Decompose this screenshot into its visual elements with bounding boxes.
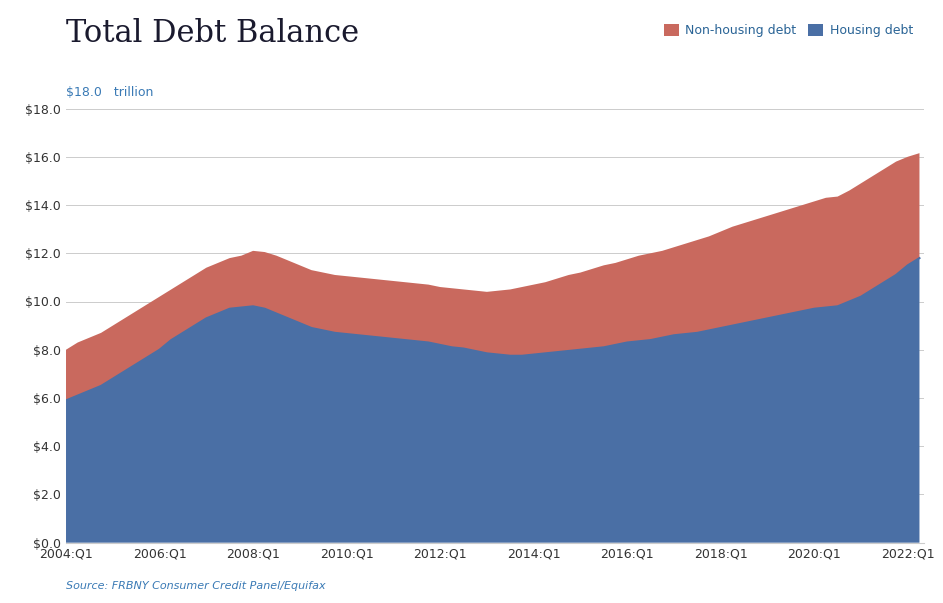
- Text: Total Debt Balance: Total Debt Balance: [66, 18, 359, 49]
- Legend: Non-housing debt, Housing debt: Non-housing debt, Housing debt: [658, 19, 918, 42]
- Text: Source: FRBNY Consumer Credit Panel/Equifax: Source: FRBNY Consumer Credit Panel/Equi…: [66, 581, 325, 591]
- Text: $18.0   trillion: $18.0 trillion: [66, 86, 154, 99]
